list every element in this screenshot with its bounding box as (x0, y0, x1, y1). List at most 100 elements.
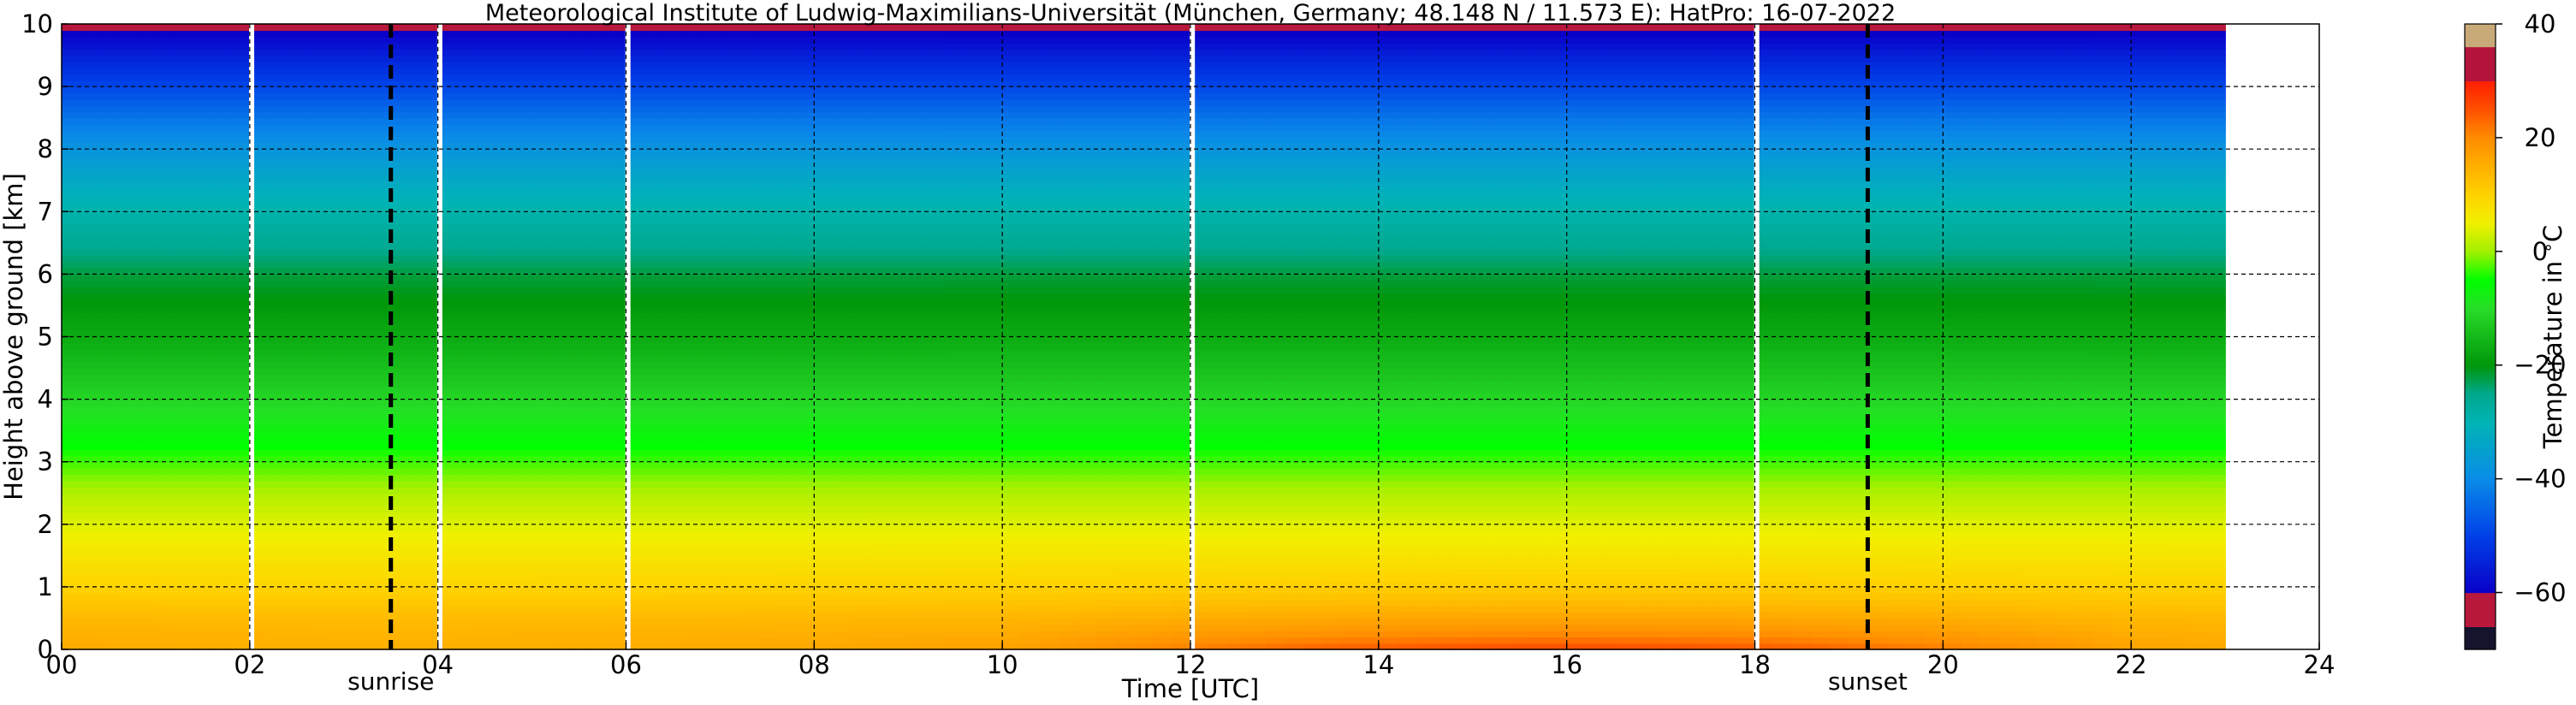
heatmap-cell (211, 355, 232, 363)
heatmap-cell (946, 287, 965, 294)
heatmap-cell (362, 187, 383, 194)
heatmap-cell (513, 268, 533, 275)
heatmap-cell (607, 80, 627, 87)
heatmap-cell (550, 92, 571, 100)
heatmap-cell (193, 311, 213, 319)
heatmap-cell (682, 255, 703, 263)
heatmap-cell (795, 330, 816, 338)
heatmap-cell (193, 436, 213, 444)
heatmap-cell (739, 80, 759, 87)
heatmap-cell (193, 211, 213, 219)
heatmap-cell (644, 524, 665, 531)
heatmap-cell (306, 561, 326, 569)
heatmap-cell (720, 631, 740, 638)
heatmap-cell (136, 530, 157, 538)
heatmap-cell (287, 98, 307, 106)
heatmap-cell (795, 130, 816, 138)
heatmap-cell (776, 530, 797, 538)
heatmap-cell (230, 342, 251, 350)
heatmap-cell (249, 555, 270, 563)
heatmap-cell (814, 493, 834, 501)
heatmap-cell (324, 92, 345, 100)
heatmap-cell (475, 599, 496, 607)
heatmap-cell (400, 136, 420, 144)
heatmap-cell (343, 98, 364, 106)
heatmap-cell (569, 399, 590, 406)
heatmap-cell (494, 474, 514, 482)
heatmap-cell (343, 536, 364, 544)
heatmap-cell (117, 317, 138, 325)
heatmap-cell (946, 405, 965, 413)
heatmap-cell (343, 442, 364, 450)
heatmap-cell (98, 530, 119, 538)
heatmap-cell (569, 287, 590, 294)
heatmap-cell (230, 430, 251, 438)
heatmap-cell (513, 530, 533, 538)
heatmap-cell (437, 574, 458, 582)
heatmap-cell (607, 168, 627, 175)
heatmap-cell (287, 342, 307, 350)
heatmap-cell (400, 580, 420, 588)
heatmap-cell (776, 436, 797, 444)
heatmap-cell (381, 567, 401, 576)
heatmap-cell (569, 549, 590, 557)
heatmap-cell (644, 174, 665, 181)
heatmap-cell (814, 486, 834, 495)
heatmap-cell (908, 274, 929, 281)
heatmap-cell (62, 386, 81, 394)
heatmap-cell (889, 236, 910, 244)
heatmap-cell (513, 361, 533, 369)
heatmap-cell (626, 549, 646, 557)
heatmap-cell (757, 198, 778, 206)
heatmap-cell (400, 161, 420, 169)
heatmap-cell (927, 455, 947, 463)
heatmap-cell (852, 580, 872, 588)
heatmap-cell (306, 305, 326, 313)
heatmap-cell (513, 204, 533, 213)
heatmap-cell (324, 631, 345, 638)
heatmap-cell (437, 436, 458, 444)
heatmap-cell (870, 524, 891, 531)
heatmap-cell (381, 142, 401, 150)
heatmap-cell (306, 518, 326, 525)
heatmap-cell (644, 637, 665, 644)
heatmap-cell (569, 574, 590, 582)
heatmap-cell (362, 68, 383, 75)
heatmap-cell (343, 36, 364, 44)
heatmap-cell (456, 599, 477, 607)
heatmap-cell (720, 287, 740, 294)
heatmap-cell (475, 593, 496, 601)
heatmap-cell (249, 330, 270, 338)
heatmap-cell (663, 336, 684, 344)
heatmap-cell (833, 580, 853, 588)
heatmap-cell (193, 193, 213, 200)
heatmap-cell (626, 493, 646, 501)
heatmap-cell (870, 355, 891, 363)
heatmap-cell (174, 187, 194, 194)
heatmap-cell (588, 255, 608, 263)
heatmap-cell (814, 111, 834, 119)
heatmap-cell (475, 536, 496, 544)
heatmap-cell (795, 342, 816, 350)
heatmap-cell (136, 618, 157, 625)
heatmap-cell (588, 574, 608, 582)
heatmap-cell (136, 161, 157, 169)
heatmap-cell (174, 486, 194, 495)
heatmap-cell (494, 455, 514, 463)
heatmap-cell (155, 268, 175, 275)
heatmap-cell (268, 74, 288, 81)
heatmap-cell (62, 287, 81, 294)
heatmap-cell (833, 586, 853, 595)
heatmap-cell (983, 449, 1003, 457)
heatmap-cell (80, 412, 100, 419)
heatmap-cell (983, 424, 1003, 431)
heatmap-cell (833, 249, 853, 257)
heatmap-cell (626, 30, 646, 38)
heatmap-cell (588, 430, 608, 438)
heatmap-cell (983, 561, 1003, 569)
heatmap-cell (757, 130, 778, 138)
heatmap-cell (494, 518, 514, 525)
heatmap-cell (607, 637, 627, 644)
heatmap-cell (739, 111, 759, 119)
heatmap-cell (682, 155, 703, 163)
